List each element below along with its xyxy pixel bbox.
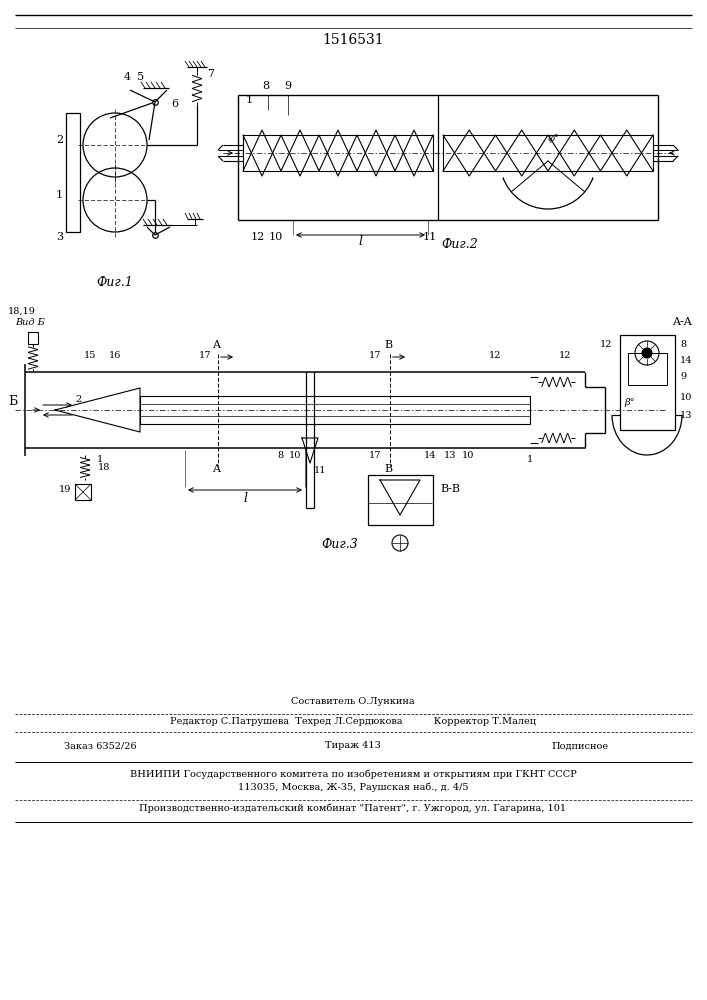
Text: 17: 17 [369, 451, 381, 460]
Bar [368, 475, 433, 525]
Text: Подписное: Подписное [551, 742, 609, 750]
Text: 11: 11 [423, 232, 437, 242]
Text: Тираж 413: Тираж 413 [325, 742, 381, 750]
Text: 9: 9 [284, 81, 291, 91]
Text: A: A [212, 464, 220, 474]
Text: Фиг.2: Фиг.2 [442, 238, 479, 251]
Text: 14: 14 [680, 356, 692, 365]
Text: 1: 1 [97, 455, 103, 464]
Text: ВНИИПИ Государственного комитета по изобретениям и открытиям при ГКНТ СССР: ВНИИПИ Государственного комитета по изоб… [129, 769, 576, 779]
Circle shape [642, 348, 652, 358]
Text: 2: 2 [56, 135, 63, 145]
Text: 11: 11 [314, 466, 326, 475]
Text: 113035, Москва, Ж-35, Раушская наб., д. 4/5: 113035, Москва, Ж-35, Раушская наб., д. … [238, 782, 468, 792]
Text: 12: 12 [251, 232, 265, 242]
Text: Составитель О.Лункина: Составитель О.Лункина [291, 698, 415, 706]
Text: 13: 13 [444, 451, 456, 460]
Text: 1516531: 1516531 [322, 33, 384, 47]
Text: Вид Б: Вид Б [15, 318, 45, 327]
Text: 6: 6 [171, 99, 179, 109]
Text: Редактор С.Патрушева  Техред Л.Сердюкова          Корректор Т.Малец: Редактор С.Патрушева Техред Л.Сердюкова … [170, 718, 536, 726]
Bar [140, 396, 530, 424]
Text: 18: 18 [98, 463, 110, 472]
Text: Фиг.3: Фиг.3 [322, 538, 358, 552]
Text: 13: 13 [680, 411, 692, 420]
Text: 4: 4 [124, 72, 131, 82]
Bar [28, 332, 38, 344]
Text: B: B [384, 340, 392, 350]
Text: 19: 19 [59, 485, 71, 494]
Text: β°: β° [625, 398, 636, 407]
Text: 12: 12 [489, 351, 501, 360]
Text: В-В: В-В [440, 484, 460, 494]
Text: 7: 7 [207, 69, 214, 79]
Text: 3: 3 [56, 232, 63, 242]
Bar [75, 484, 91, 500]
Text: 12: 12 [600, 340, 612, 349]
Bar [620, 335, 675, 430]
Text: l: l [358, 235, 362, 248]
Text: Производственно-издательский комбинат "Патент", г. Ужгород, ул. Гагарина, 101: Производственно-издательский комбинат "П… [139, 803, 566, 813]
Text: 2: 2 [75, 395, 81, 404]
Text: 15: 15 [84, 351, 96, 360]
Text: 18,19: 18,19 [8, 307, 36, 316]
Text: 14: 14 [423, 451, 436, 460]
Text: 8: 8 [277, 451, 283, 460]
Text: φ°: φ° [547, 134, 559, 143]
Bar [66, 113, 80, 232]
Text: 5: 5 [137, 72, 144, 82]
Text: 16: 16 [109, 351, 121, 360]
Text: Фиг.1: Фиг.1 [97, 275, 134, 288]
Text: Б: Б [8, 395, 18, 408]
Text: 1: 1 [246, 95, 253, 105]
Text: 12: 12 [559, 351, 571, 360]
Text: 10: 10 [269, 232, 283, 242]
Text: 10: 10 [680, 393, 692, 402]
Text: 10: 10 [462, 451, 474, 460]
Text: 17: 17 [369, 351, 381, 360]
Bar [628, 353, 667, 385]
Text: B: B [384, 464, 392, 474]
Text: 8: 8 [262, 81, 269, 91]
Text: A-A: A-A [672, 317, 692, 327]
Text: 1: 1 [56, 190, 63, 200]
Text: Заказ 6352/26: Заказ 6352/26 [64, 742, 136, 750]
Text: 17: 17 [199, 351, 211, 360]
Text: 9: 9 [680, 372, 686, 381]
Text: 1: 1 [527, 455, 533, 464]
Text: A: A [212, 340, 220, 350]
Text: 8: 8 [680, 340, 686, 349]
Text: 10: 10 [289, 451, 301, 460]
Text: l: l [243, 492, 247, 505]
